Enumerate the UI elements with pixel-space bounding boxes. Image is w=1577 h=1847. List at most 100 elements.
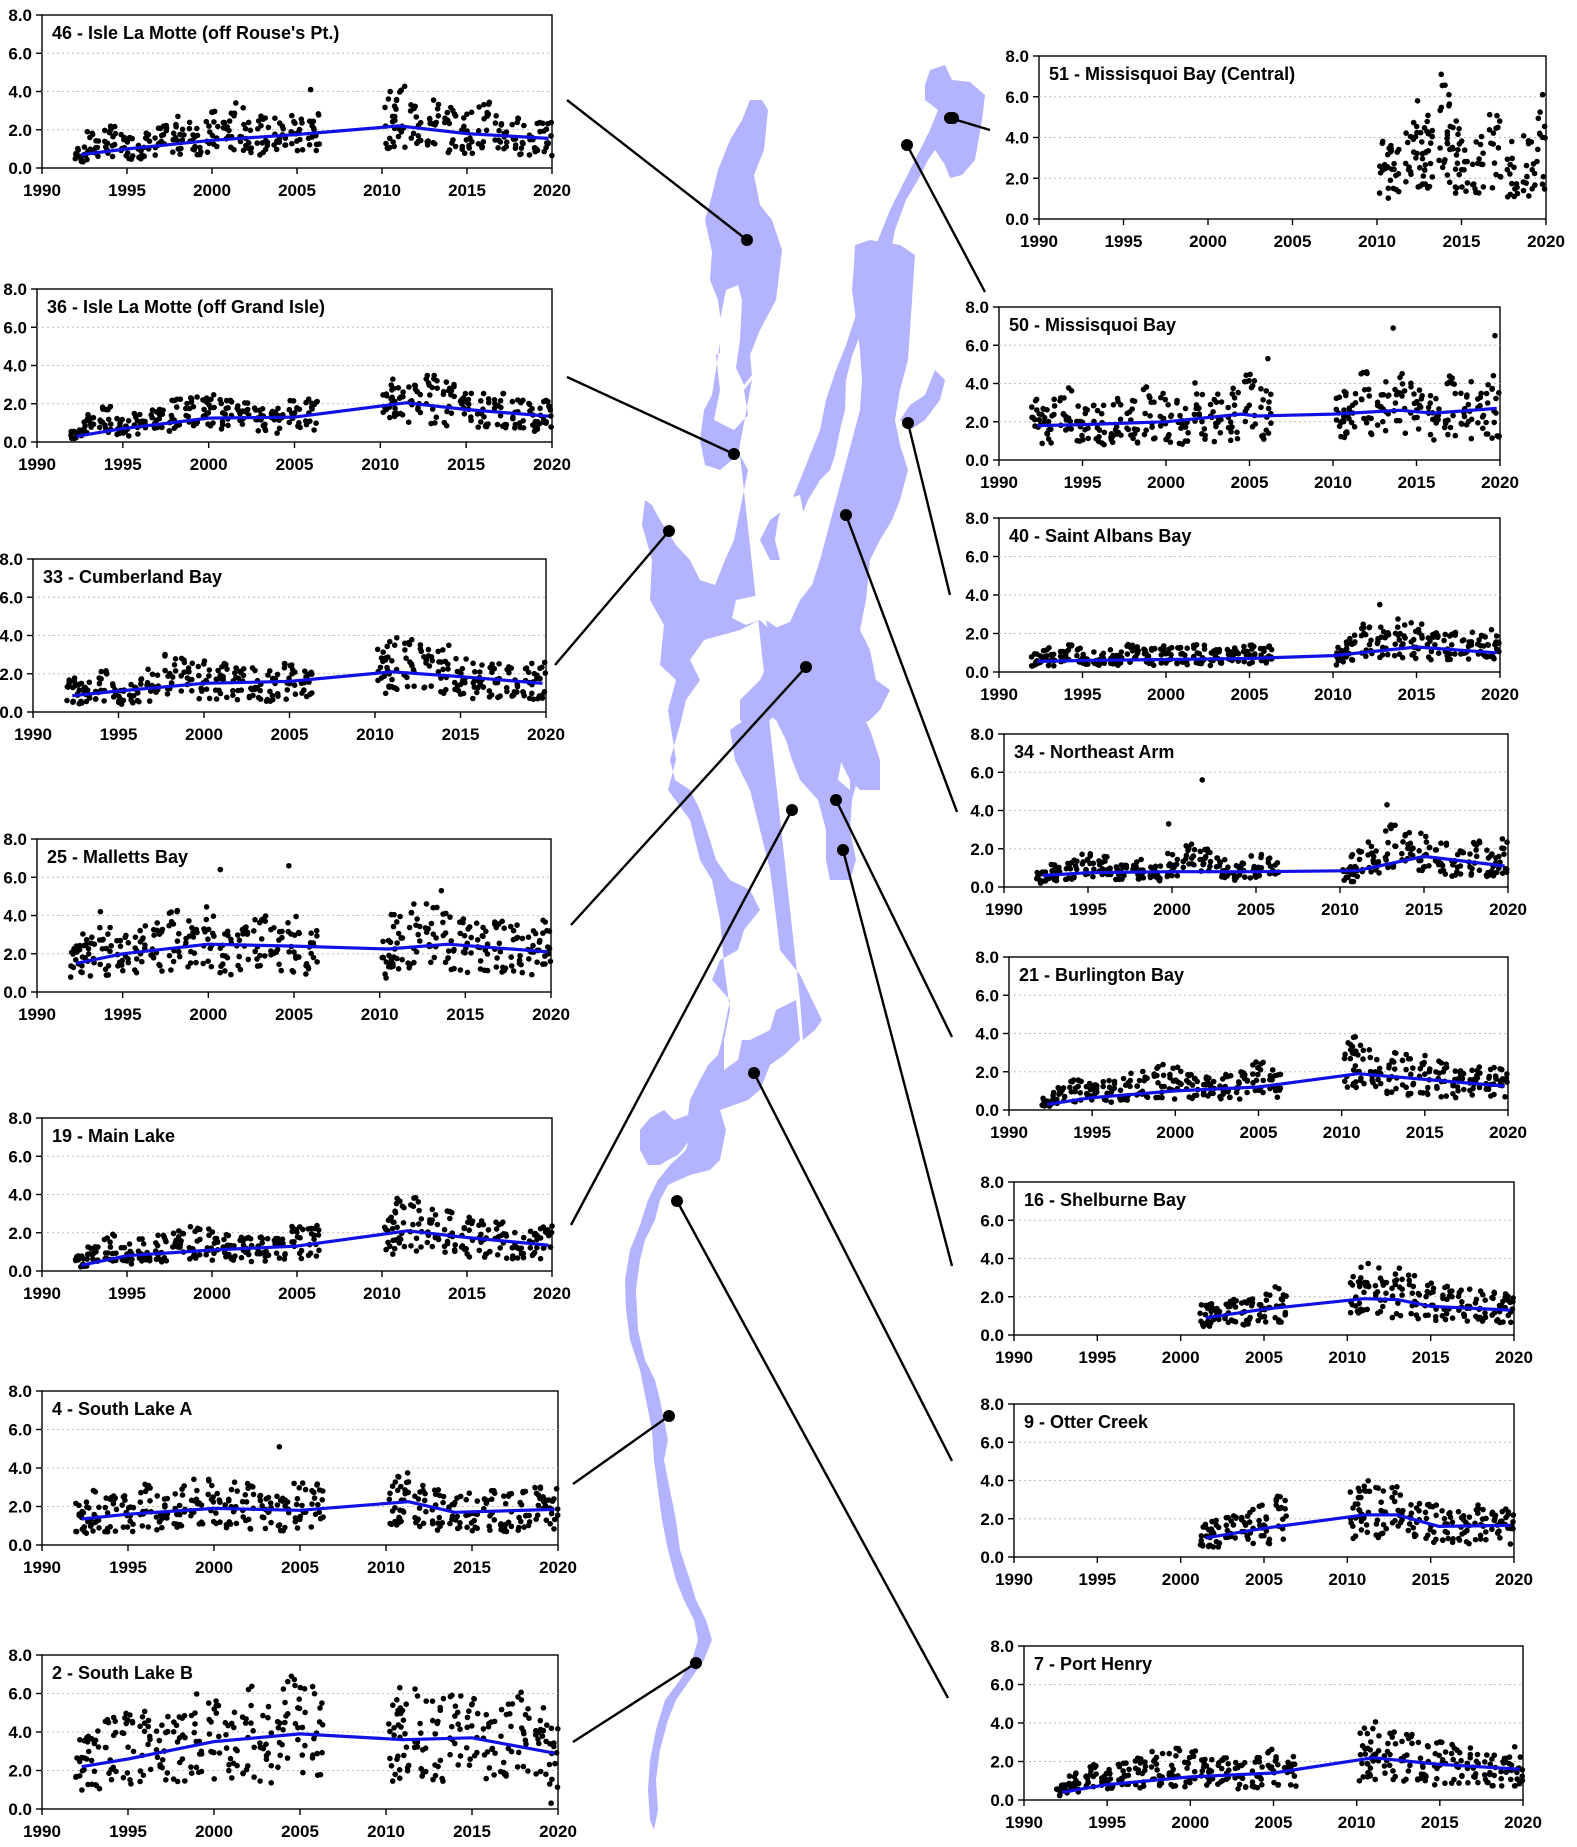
data-point — [1410, 1081, 1416, 1088]
data-point — [1374, 1056, 1380, 1063]
x-tick-label: 2010 — [1321, 900, 1359, 919]
data-point — [1369, 1077, 1375, 1083]
x-tick-label: 1995 — [109, 1558, 147, 1577]
data-point — [1406, 829, 1413, 836]
data-point — [390, 139, 397, 145]
data-point — [474, 1525, 481, 1532]
data-point — [449, 140, 455, 146]
data-point — [254, 140, 260, 146]
x-tick-label: 1995 — [100, 725, 138, 744]
data-point — [1134, 439, 1141, 446]
data-point — [236, 937, 243, 944]
data-point — [1504, 1071, 1510, 1077]
data-point — [1458, 390, 1464, 397]
data-point — [156, 415, 163, 422]
data-point — [279, 1239, 285, 1246]
data-point — [1380, 138, 1386, 145]
data-point — [412, 1194, 419, 1201]
data-point — [1461, 413, 1468, 420]
data-point-outlier — [1438, 71, 1445, 78]
data-point — [193, 959, 199, 966]
data-point — [314, 1222, 320, 1229]
data-point — [209, 132, 216, 139]
data-point — [1501, 845, 1507, 852]
data-point — [292, 691, 299, 697]
data-point — [502, 965, 509, 971]
data-point — [159, 926, 166, 933]
data-point — [1390, 864, 1397, 870]
data-point — [1460, 637, 1467, 643]
data-point — [225, 405, 231, 411]
data-point — [1413, 155, 1419, 161]
data-point — [451, 965, 457, 972]
data-point — [1422, 181, 1429, 187]
data-point — [1490, 141, 1496, 147]
data-point — [221, 1236, 227, 1243]
data-point — [108, 943, 114, 949]
leader-line-9 — [752, 1072, 954, 1462]
data-point — [1227, 437, 1234, 444]
data-point — [469, 1701, 475, 1707]
data-point — [1469, 865, 1475, 872]
data-point — [1456, 171, 1462, 178]
data-point — [404, 674, 410, 681]
data-point — [203, 916, 210, 923]
data-point — [1431, 437, 1437, 443]
data-point — [383, 959, 390, 965]
data-point — [1496, 118, 1503, 124]
data-point — [1218, 416, 1224, 423]
data-point — [553, 1750, 560, 1756]
data-point — [1091, 402, 1097, 409]
data-point — [1241, 643, 1247, 650]
data-point — [400, 1717, 407, 1723]
data-point — [173, 124, 179, 130]
data-point — [1376, 870, 1382, 876]
data-point — [295, 1736, 301, 1743]
data-point — [222, 968, 228, 974]
data-point — [1098, 410, 1105, 417]
data-point — [257, 1497, 264, 1504]
data-point — [235, 675, 242, 682]
data-point — [429, 1717, 436, 1724]
data-point — [518, 961, 524, 968]
data-point — [1096, 427, 1103, 433]
data-point — [1495, 639, 1502, 645]
data-point — [252, 916, 258, 923]
data-point — [1109, 439, 1116, 446]
data-point — [139, 1714, 146, 1720]
data-point — [191, 1476, 197, 1483]
data-point — [103, 1744, 109, 1751]
data-point — [1147, 394, 1153, 401]
y-tick-label: 6.0 — [0, 588, 23, 607]
data-point — [317, 1705, 323, 1711]
x-tick-label: 2010 — [1328, 1348, 1366, 1367]
data-point — [278, 967, 285, 974]
data-point — [90, 414, 97, 421]
leader-line-16 — [841, 849, 954, 1267]
data-point — [470, 695, 476, 702]
data-point — [222, 411, 228, 418]
data-point — [1490, 372, 1497, 379]
data-point — [1372, 1083, 1379, 1090]
station-16 — [837, 844, 849, 856]
data-point — [460, 690, 467, 697]
data-point — [1491, 160, 1498, 166]
x-tick-label: 1995 — [108, 181, 146, 200]
data-point — [469, 138, 475, 145]
data-point — [259, 1235, 266, 1242]
data-point — [435, 1763, 441, 1770]
data-point — [231, 1724, 237, 1731]
data-point — [293, 913, 299, 920]
data-point — [1393, 843, 1399, 850]
data-point — [273, 1250, 280, 1256]
data-point — [292, 1720, 299, 1727]
data-point — [1130, 435, 1136, 442]
data-point — [1256, 872, 1263, 879]
data-point — [95, 1744, 102, 1750]
data-point — [503, 129, 510, 135]
data-point — [425, 925, 432, 932]
leader-line-21 — [834, 799, 954, 1038]
data-point — [383, 975, 389, 981]
data-point — [1385, 632, 1392, 638]
data-point — [380, 954, 387, 961]
